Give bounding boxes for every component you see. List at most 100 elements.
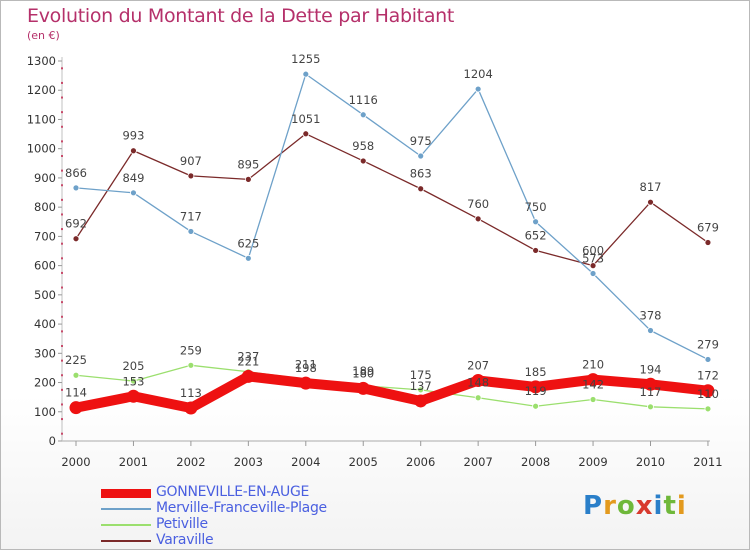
y-tick-label: 100 [34, 405, 56, 419]
data-point [704, 356, 712, 363]
data-point [130, 189, 137, 197]
y-minor-tick [61, 111, 63, 114]
data-label: 259 [180, 343, 202, 357]
y-minor-tick [61, 374, 63, 377]
data-label: 180 [352, 366, 374, 380]
data-label: 993 [122, 129, 144, 143]
data-point [474, 215, 482, 223]
data-point [532, 247, 539, 254]
y-minor-tick [61, 432, 63, 435]
data-point [187, 172, 195, 180]
data-point [184, 401, 198, 415]
data-label: 895 [237, 157, 259, 171]
data-label: 652 [525, 228, 547, 242]
data-label: 1204 [464, 67, 493, 81]
data-label: 205 [122, 359, 144, 373]
data-label: 866 [65, 166, 87, 180]
y-tick-label: 800 [34, 200, 56, 214]
x-tick-label: 2007 [464, 455, 493, 469]
y-minor-tick [61, 388, 63, 391]
y-tick-label: 400 [34, 317, 56, 331]
series-line [75, 133, 709, 267]
data-label: 679 [697, 221, 719, 235]
y-minor-tick [61, 213, 63, 216]
data-label: 237 [237, 350, 259, 364]
data-point [701, 384, 715, 398]
data-label: 1116 [349, 93, 378, 107]
y-minor-tick [61, 418, 63, 421]
data-point [529, 380, 543, 394]
legend-label: Varaville [156, 532, 214, 548]
data-label: 378 [640, 309, 662, 323]
data-point [187, 228, 195, 235]
y-minor-tick [61, 359, 63, 362]
data-label: 148 [467, 376, 489, 390]
data-point [72, 184, 80, 192]
data-label: 717 [180, 209, 202, 223]
x-tick-label: 2010 [636, 455, 665, 469]
data-point [359, 157, 367, 165]
data-point [130, 147, 137, 155]
x-tick-label: 2011 [693, 455, 722, 469]
logo-letter: i [653, 491, 664, 521]
y-minor-tick [61, 286, 63, 289]
logo-letter: t [663, 491, 677, 521]
data-point [359, 111, 367, 119]
data-point [474, 85, 482, 93]
y-minor-tick [61, 125, 63, 128]
chart-series [69, 70, 715, 415]
data-label: 907 [180, 154, 202, 168]
data-point [647, 198, 654, 206]
data-point [302, 70, 310, 78]
x-tick-label: 2003 [234, 455, 263, 469]
data-point [126, 389, 140, 403]
data-label: 817 [640, 180, 662, 194]
data-label: 172 [697, 369, 719, 383]
y-minor-tick [61, 315, 63, 318]
y-minor-tick [61, 96, 63, 99]
data-point [72, 235, 80, 243]
data-point [704, 405, 712, 413]
y-minor-tick [61, 228, 63, 231]
data-point [72, 371, 80, 379]
data-point [647, 327, 654, 334]
data-label: 185 [525, 365, 547, 379]
proxiti-logo: Proxiti [583, 491, 687, 521]
y-tick-label: 900 [34, 171, 56, 185]
x-tick-label: 2005 [349, 455, 378, 469]
y-tick-label: 600 [34, 259, 56, 273]
data-point [589, 396, 597, 403]
data-label: 750 [525, 200, 547, 214]
data-label: 194 [640, 362, 662, 376]
y-tick-label: 300 [34, 346, 56, 360]
y-minor-tick [61, 155, 63, 157]
data-label: 600 [582, 244, 604, 258]
y-minor-tick [61, 198, 63, 201]
y-minor-tick [61, 271, 63, 274]
data-point [187, 361, 195, 369]
data-point [532, 218, 539, 226]
data-point [414, 394, 428, 408]
data-label: 625 [237, 236, 259, 250]
data-point [589, 262, 597, 270]
x-tick-label: 2000 [61, 455, 90, 469]
data-point [647, 403, 654, 411]
data-label: 153 [122, 374, 144, 388]
legend-label: Merville-Franceville-Plage [156, 500, 327, 516]
data-label: 114 [65, 386, 87, 400]
data-label: 113 [180, 386, 202, 400]
x-tick-label: 2004 [291, 455, 320, 469]
data-label: 760 [467, 197, 489, 211]
series-line [75, 364, 709, 410]
y-tick-label: 500 [34, 288, 56, 302]
data-label: 958 [352, 139, 374, 153]
data-label: 117 [640, 385, 662, 399]
data-point [356, 381, 370, 395]
logo-letter: x [635, 491, 654, 521]
y-minor-tick [61, 81, 63, 84]
data-point [69, 401, 83, 415]
data-label: 1255 [291, 52, 320, 66]
data-label: 137 [410, 379, 432, 393]
y-minor-tick [61, 301, 63, 304]
